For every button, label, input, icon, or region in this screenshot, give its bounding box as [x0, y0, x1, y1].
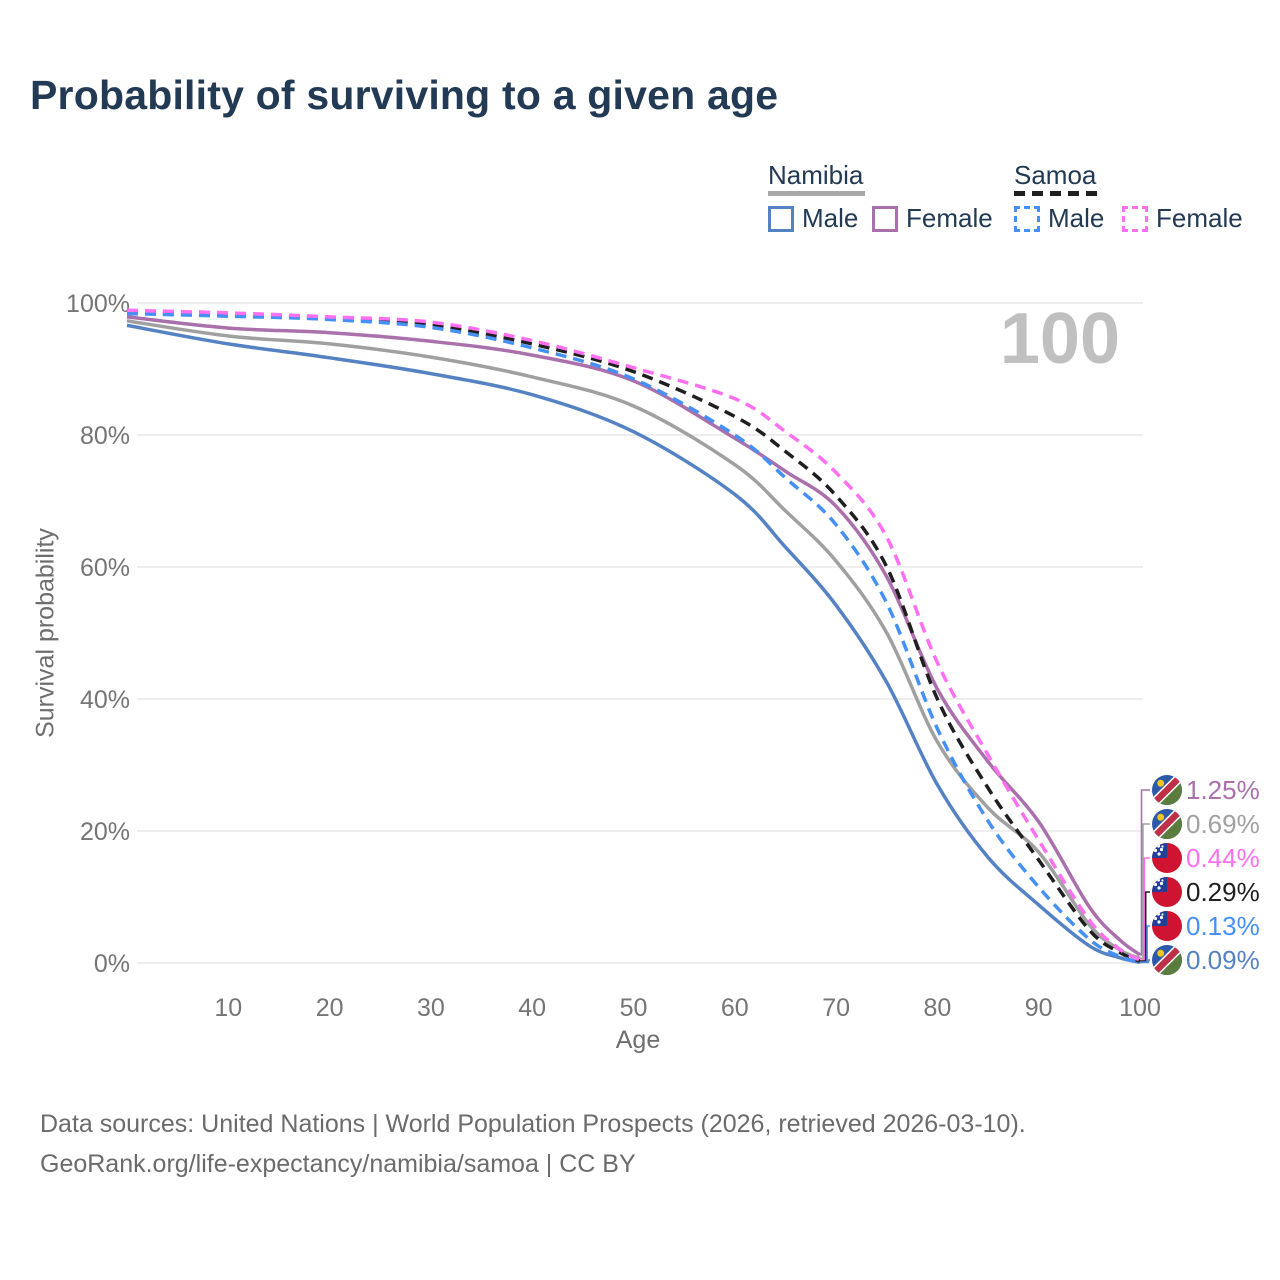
end-label-namibia-female: 1.25% — [1140, 775, 1260, 956]
series-line-namibia-female[interactable] — [126, 315, 1142, 957]
end-label-connector — [1140, 959, 1150, 964]
legend-item-samoa-male[interactable]: Male — [1014, 203, 1104, 234]
end-label-connector — [1140, 823, 1150, 960]
legend-item-label: Female — [1156, 203, 1243, 233]
chart-title: Probability of surviving to a given age — [30, 72, 779, 118]
legend-item-label: Female — [906, 203, 993, 233]
end-label-connector — [1140, 857, 1150, 961]
samoa-flag-icon — [1152, 877, 1182, 907]
end-label-value: 1.25% — [1186, 775, 1260, 805]
namibia-male-swatch-icon — [768, 205, 794, 232]
legend-item-label: Male — [1048, 203, 1105, 233]
x-tick-label: 70 — [822, 994, 850, 1022]
footer-data-sources: Data sources: United Nations | World Pop… — [40, 1110, 1026, 1138]
series-line-namibia[interactable] — [126, 319, 1141, 961]
y-tick-label: 20% — [80, 818, 130, 846]
x-tick-label: 50 — [620, 994, 648, 1022]
end-label-samoa: 0.29% — [1140, 877, 1260, 962]
x-axis-title: Age — [615, 1026, 661, 1054]
samoa-male-swatch-icon — [1014, 205, 1040, 232]
footer-attribution: GeoRank.org/life-expectancy/namibia/samo… — [40, 1150, 636, 1178]
x-tick-label: 30 — [417, 994, 445, 1022]
namibia-flag-icon — [1152, 809, 1182, 839]
footer: Data sources: United Nations | World Pop… — [40, 1104, 1026, 1184]
namibia-flag-icon — [1152, 945, 1182, 975]
end-label-namibia: 0.69% — [1140, 809, 1260, 960]
legend-item-namibia-female[interactable]: Female — [872, 203, 993, 234]
namibia-flag-icon — [1152, 775, 1182, 805]
series-line-samoa-female[interactable] — [126, 308, 1141, 962]
x-tick-label: 20 — [316, 994, 344, 1022]
namibia-line-swatch-icon — [768, 191, 865, 196]
namibia-female-swatch-icon — [872, 205, 898, 232]
end-label-samoa-male: 0.13% — [1140, 911, 1260, 963]
legend-group-namibia-label[interactable]: Namibia — [768, 160, 864, 190]
x-tick-label: 90 — [1025, 994, 1053, 1022]
end-label-connector — [1140, 891, 1150, 962]
end-label-value: 0.09% — [1186, 945, 1260, 975]
end-label-value: 0.29% — [1186, 877, 1260, 907]
y-tick-label: 80% — [80, 422, 130, 450]
legend-group-samoa-label[interactable]: Samoa — [1014, 160, 1097, 190]
samoa-flag-icon — [1152, 911, 1182, 941]
series-line-samoa-male[interactable] — [126, 311, 1141, 964]
y-tick-label: 0% — [94, 950, 130, 978]
end-label-value: 0.44% — [1186, 843, 1260, 873]
series-line-namibia-male[interactable] — [126, 323, 1141, 965]
end-label-value: 0.13% — [1186, 911, 1260, 941]
end-label-namibia-male: 0.09% — [1140, 945, 1260, 975]
x-tick-label: 40 — [518, 994, 546, 1022]
samoa-line-swatch-icon — [1014, 191, 1098, 196]
end-label-connector — [1140, 789, 1150, 956]
y-tick-label: 100% — [66, 290, 130, 318]
x-tick-label: 100 — [1119, 994, 1161, 1022]
y-tick-label: 40% — [80, 686, 130, 714]
samoa-flag-icon — [1152, 843, 1182, 873]
series-line-samoa[interactable] — [126, 310, 1141, 963]
end-label-value: 0.69% — [1186, 809, 1260, 839]
age-watermark: 100 — [1000, 299, 1120, 379]
x-tick-label: 60 — [721, 994, 749, 1022]
legend-item-label: Male — [802, 203, 859, 233]
x-tick-label: 10 — [214, 994, 242, 1022]
end-label-samoa-female: 0.44% — [1140, 843, 1260, 961]
y-tick-label: 60% — [80, 554, 130, 582]
legend-item-samoa-female[interactable]: Female — [1122, 203, 1243, 234]
samoa-female-swatch-icon — [1122, 205, 1148, 232]
legend-item-namibia-male[interactable]: Male — [768, 203, 858, 234]
x-tick-label: 80 — [923, 994, 951, 1022]
